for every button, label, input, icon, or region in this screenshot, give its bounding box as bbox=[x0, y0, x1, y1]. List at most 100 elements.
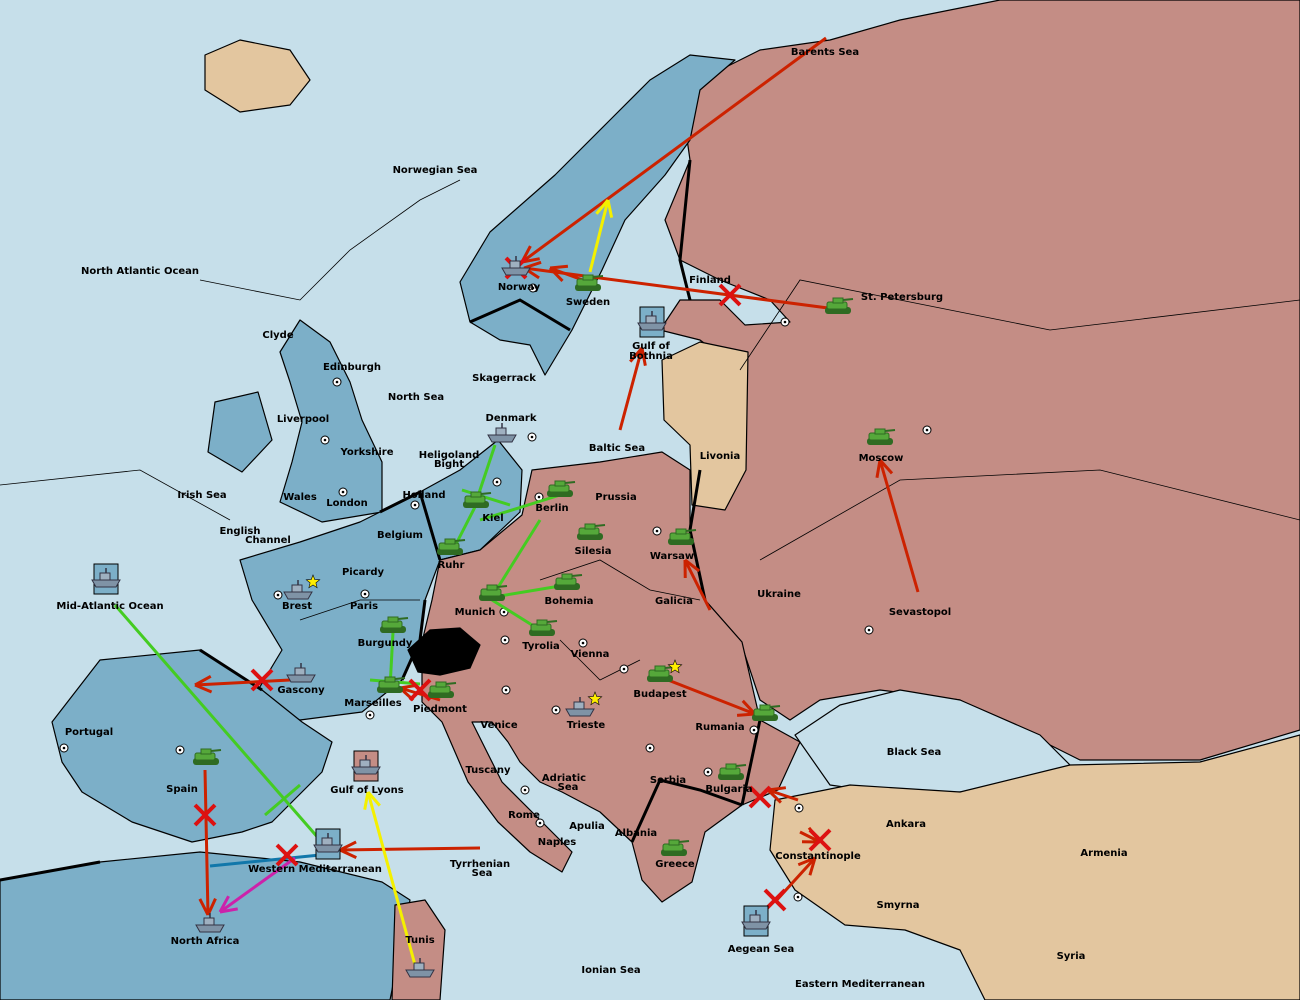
fleet-unit[interactable] bbox=[501, 256, 531, 276]
supply-centers bbox=[59, 283, 932, 902]
army-unit[interactable] bbox=[647, 659, 683, 682]
supply-center-dot bbox=[864, 625, 874, 635]
army-unit[interactable] bbox=[668, 528, 697, 545]
supply-center-dot bbox=[365, 710, 375, 720]
supply-center-dot bbox=[273, 590, 283, 600]
failed-order-x bbox=[748, 785, 772, 809]
fleet-unit[interactable] bbox=[195, 913, 225, 933]
territory-label: Smyrna bbox=[877, 900, 920, 911]
territory-label: Bothnia bbox=[629, 351, 673, 362]
fleet-unit[interactable] bbox=[91, 563, 121, 595]
territory-label: Liverpool bbox=[277, 414, 329, 425]
army-unit[interactable] bbox=[380, 616, 409, 633]
supply-center-dot bbox=[528, 283, 538, 293]
territory-border bbox=[199, 179, 461, 301]
territory-label: Tuscany bbox=[465, 765, 511, 776]
territory-label: Irish Sea bbox=[177, 490, 226, 501]
army-unit[interactable] bbox=[428, 681, 457, 698]
territory-label: St. Petersburg bbox=[861, 292, 943, 303]
territory-label: Budapest bbox=[633, 689, 687, 700]
supply-center-dot bbox=[794, 803, 804, 813]
territory-label: Greece bbox=[655, 859, 695, 870]
supply-center-dot bbox=[360, 589, 370, 599]
failed-order-x bbox=[408, 678, 432, 702]
supply-center-dot bbox=[501, 685, 511, 695]
fleet-unit[interactable] bbox=[351, 750, 381, 782]
fleet-unit[interactable] bbox=[405, 958, 435, 978]
power-border bbox=[740, 719, 762, 806]
territory-label: Tyrrhenian bbox=[450, 859, 510, 870]
power-border bbox=[400, 599, 427, 681]
supply-center-dot bbox=[500, 635, 510, 645]
army-unit[interactable] bbox=[554, 573, 583, 590]
territory-label: Syria bbox=[1057, 951, 1086, 962]
army-unit[interactable] bbox=[437, 538, 466, 555]
territory-label: Norway bbox=[498, 282, 541, 293]
ship-icon bbox=[487, 434, 517, 443]
army-unit[interactable] bbox=[661, 839, 690, 856]
territory-label: Sea bbox=[558, 782, 579, 793]
move-order-arrow bbox=[339, 840, 481, 859]
fleet-unit[interactable] bbox=[313, 828, 343, 860]
army-unit[interactable] bbox=[547, 480, 576, 497]
support-order-line bbox=[264, 783, 301, 817]
army-unit[interactable] bbox=[463, 491, 492, 508]
territory-label: Baltic Sea bbox=[589, 443, 645, 454]
territory-label: Tyrolia bbox=[522, 641, 560, 652]
territory-label: Picardy bbox=[342, 567, 385, 578]
territory-label: Edinburgh bbox=[323, 362, 381, 373]
supply-center-dot bbox=[749, 725, 759, 735]
army-unit[interactable] bbox=[752, 704, 781, 721]
army-unit[interactable] bbox=[577, 523, 606, 540]
army-unit[interactable] bbox=[377, 676, 406, 693]
territory-label: Ukraine bbox=[757, 589, 801, 600]
territory-label: Sea bbox=[472, 868, 493, 879]
supply-center-dot bbox=[410, 500, 420, 510]
move-order-arrow bbox=[194, 675, 291, 694]
territory-border bbox=[739, 279, 1300, 371]
supply-center-dot bbox=[619, 664, 629, 674]
failed-order-x bbox=[193, 803, 217, 827]
territory-label: English bbox=[219, 526, 260, 537]
fleet-unit[interactable] bbox=[637, 306, 667, 338]
ship-icon bbox=[351, 766, 381, 775]
land-livonia bbox=[661, 341, 749, 511]
failed-order-x bbox=[250, 668, 274, 692]
territory-label: Barents Sea bbox=[791, 47, 859, 58]
border-layer bbox=[0, 159, 1300, 882]
territory-label: Bight bbox=[434, 459, 464, 470]
star-icon bbox=[667, 659, 683, 674]
army-unit[interactable] bbox=[867, 428, 896, 445]
ship-icon bbox=[286, 674, 316, 683]
territory-label: Naples bbox=[538, 837, 576, 848]
territory-label: Gascony bbox=[277, 685, 325, 696]
fleet-unit[interactable] bbox=[741, 905, 771, 937]
army-unit[interactable] bbox=[575, 274, 604, 291]
territory-label: Burgundy bbox=[358, 638, 413, 649]
territory-label: Moscow bbox=[859, 453, 904, 464]
territory-label: Mid-Atlantic Ocean bbox=[56, 601, 163, 612]
territory-label: North Sea bbox=[388, 392, 444, 403]
army-unit[interactable] bbox=[529, 619, 558, 636]
territory-label: Ankara bbox=[886, 819, 926, 830]
territory-label: Clyde bbox=[262, 330, 293, 341]
ship-icon bbox=[195, 924, 225, 933]
supply-center-dot bbox=[338, 487, 348, 497]
territory-label: Denmark bbox=[486, 413, 537, 424]
fleet-unit[interactable] bbox=[283, 574, 321, 600]
ship-icon bbox=[565, 708, 595, 717]
fleet-unit[interactable] bbox=[286, 663, 316, 683]
move-order-arrow bbox=[618, 347, 647, 431]
army-unit[interactable] bbox=[479, 584, 508, 601]
land-central-powers bbox=[421, 451, 801, 903]
supply-center-dot bbox=[527, 432, 537, 442]
territory-label: Finland bbox=[689, 275, 731, 286]
army-unit[interactable] bbox=[193, 748, 222, 765]
army-unit[interactable] bbox=[825, 297, 854, 314]
army-unit[interactable] bbox=[718, 763, 747, 780]
fleet-unit[interactable] bbox=[487, 423, 517, 443]
territory-label: Brest bbox=[282, 601, 312, 612]
territory-label: Trieste bbox=[567, 720, 606, 731]
fleet-unit[interactable] bbox=[565, 691, 603, 717]
